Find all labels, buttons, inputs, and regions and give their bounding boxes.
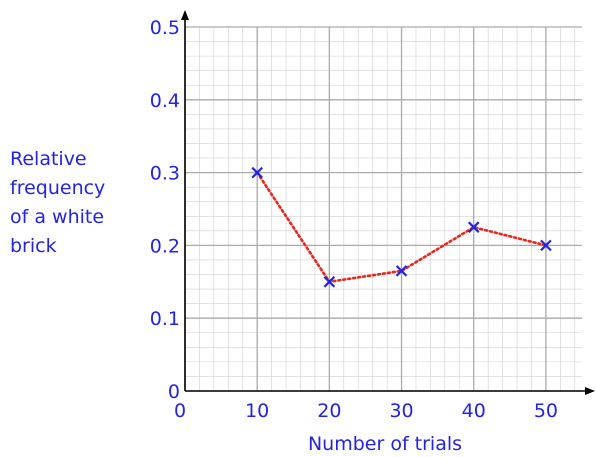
x-axis-arrow (585, 387, 595, 395)
y-tick-label: 0 (168, 381, 180, 403)
x-tick-label: 20 (317, 400, 341, 422)
grid-major (184, 26, 582, 392)
marker-stroke (323, 276, 336, 288)
marker-stroke (395, 265, 408, 277)
y-tick-label: 0.3 (150, 163, 180, 185)
data-point-marker (251, 166, 263, 179)
x-axis-label: Number of trials (308, 433, 462, 455)
x-tick-label: 30 (389, 400, 413, 422)
tick-labels: 0 0.1 0.2 0.3 0.4 0.5 0 10 20 30 40 50 (150, 17, 558, 422)
y-axis-label-line-3: of a white (10, 206, 104, 228)
axes (181, 10, 595, 395)
y-axis-arrow (181, 10, 189, 20)
y-tick-label: 0.4 (150, 90, 180, 112)
data-point-marker (540, 239, 552, 252)
y-tick-label: 0.2 (150, 235, 180, 257)
y-axis-label-line-2: frequency (10, 177, 105, 199)
x-tick-label: 0 (174, 400, 186, 422)
series-line (251, 166, 552, 288)
y-axis-label-line-4: brick (10, 235, 57, 257)
marker-stroke (467, 221, 480, 233)
y-tick-label: 0.1 (150, 308, 180, 330)
data-point-marker (467, 221, 480, 233)
y-tick-label: 0.5 (150, 17, 180, 39)
data-point-marker (323, 276, 336, 288)
x-tick-label: 10 (245, 400, 269, 422)
axis-labels: Number of trials Relative frequency of a… (10, 148, 462, 455)
x-tick-label: 40 (462, 400, 486, 422)
x-tick-label: 50 (534, 400, 558, 422)
marker-stroke (540, 239, 552, 252)
data-point-marker (395, 265, 408, 277)
marker-stroke (251, 166, 263, 179)
grid-minor (184, 26, 582, 392)
y-axis-label-line-1: Relative (10, 148, 87, 170)
